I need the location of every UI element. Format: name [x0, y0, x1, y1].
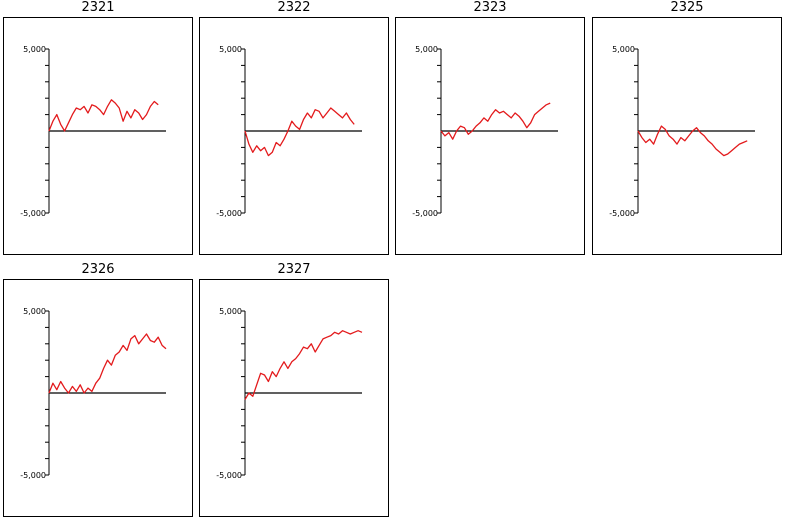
y-tick-label-min: -5,000	[412, 209, 438, 218]
series-line	[244, 330, 363, 400]
y-tick-label-min: -5,000	[216, 471, 242, 480]
y-tick-label-min: -5,000	[20, 209, 46, 218]
chart-panel-2323: 2323 5,000 -5,000	[395, 0, 585, 255]
chart-panel-2327: 2327 5,000 -5,000	[199, 262, 389, 517]
plot-frame: 5,000 -5,000	[395, 17, 585, 255]
plot-frame: 5,000 -5,000	[592, 17, 782, 255]
y-tick-label-min: -5,000	[20, 471, 46, 480]
series-line	[244, 107, 355, 157]
chart-title: 2321	[81, 0, 115, 15]
chart-svg: 5,000 -5,000	[216, 307, 363, 480]
chart-title: 2326	[81, 262, 115, 277]
chart-svg: 5,000 -5,000	[609, 45, 755, 218]
chart-svg: 5,000 -5,000	[412, 45, 558, 218]
chart-title: 2323	[473, 0, 507, 15]
series-line	[48, 333, 167, 394]
chart-panel-2326: 2326 5,000 -5,000	[3, 262, 193, 517]
y-tick-label-max: 5,000	[219, 307, 242, 316]
chart-svg: 5,000 -5,000	[20, 45, 166, 218]
chart-svg: 5,000 -5,000	[216, 45, 362, 218]
chart-panel-2321: 2321 5,000 -5,000	[3, 0, 193, 255]
y-tick-label-max: 5,000	[219, 45, 242, 54]
y-tick-label-min: -5,000	[216, 209, 242, 218]
plot-frame: 5,000 -5,000	[3, 17, 193, 255]
chart-title: 2322	[277, 0, 311, 15]
plot-frame: 5,000 -5,000	[199, 279, 389, 517]
chart-svg: 5,000 -5,000	[20, 307, 167, 480]
y-tick-label-max: 5,000	[23, 307, 46, 316]
y-tick-label-max: 5,000	[612, 45, 635, 54]
chart-panel-2325: 2325 5,000 -5,000	[592, 0, 782, 255]
chart-title: 2327	[277, 262, 311, 277]
y-tick-label-max: 5,000	[415, 45, 438, 54]
y-tick-label-min: -5,000	[609, 209, 635, 218]
chart-title: 2325	[670, 0, 704, 15]
series-line	[440, 102, 551, 140]
y-tick-label-max: 5,000	[23, 45, 46, 54]
chart-panel-2322: 2322 5,000 -5,000	[199, 0, 389, 255]
series-line	[48, 99, 159, 132]
plot-frame: 5,000 -5,000	[199, 17, 389, 255]
plot-frame: 5,000 -5,000	[3, 279, 193, 517]
